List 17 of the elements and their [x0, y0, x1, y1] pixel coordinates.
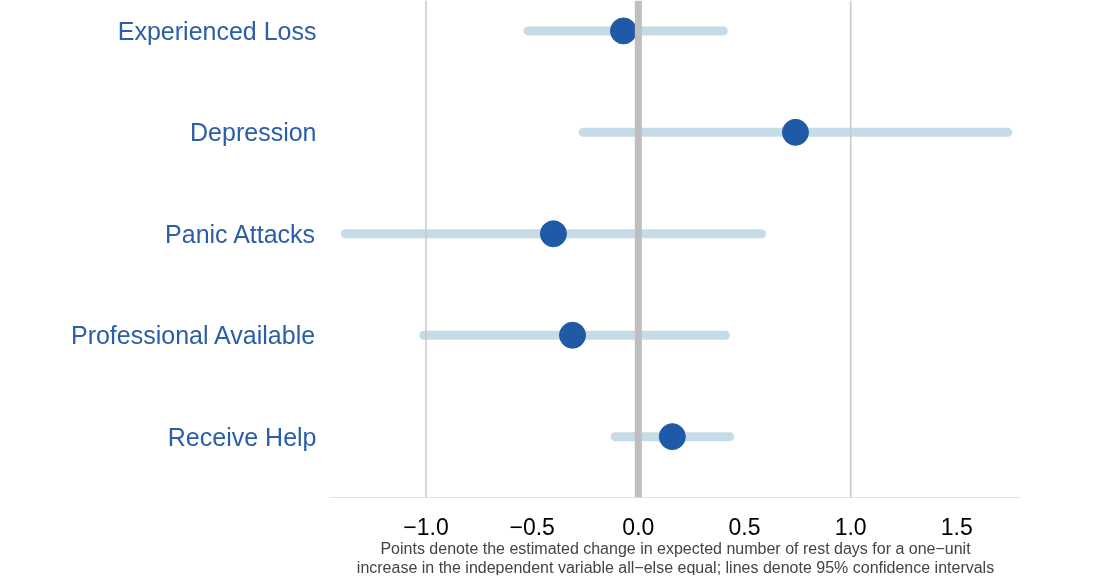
point: [781, 118, 809, 146]
x-tick-label: 1.0: [834, 513, 867, 540]
point: [658, 423, 686, 451]
point: [609, 17, 637, 45]
y-tick-label: Professional Available: [70, 321, 316, 350]
text: Points denote the estimated change in expected number of rest days for a one−unit increase in the independent variable all−else equal; lines denote 95% confidence intervals: [356, 539, 995, 576]
x-tick-label: −1.0: [403, 513, 449, 540]
y-tick-label: Experienced Loss: [117, 16, 317, 45]
x-tick-label: −0.5: [509, 513, 555, 540]
y-tick-label: Panic Attacks: [165, 219, 316, 248]
point: [539, 220, 567, 248]
x-tick-label: 1.5: [940, 513, 973, 540]
y-tick-label: Depression: [190, 118, 317, 147]
point: [559, 321, 587, 349]
x-tick-label: 0.0: [622, 513, 655, 540]
y-tick-label: Receive Help: [167, 422, 317, 451]
x-tick-label: 0.5: [728, 513, 761, 540]
